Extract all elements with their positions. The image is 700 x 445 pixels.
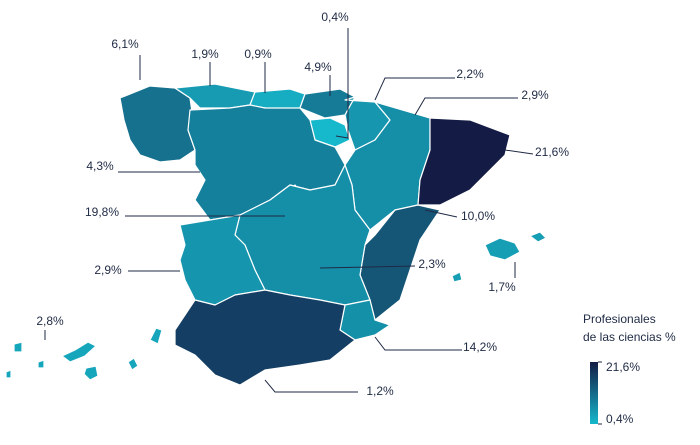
labels: 6,1% 1,9% 0,9% 4,9% 0,4% 2,2% 2,9% 21,6% 4,3% 19,… [36,10,569,398]
regions [5,83,547,386]
value-label: 2,2% [456,67,484,81]
value-label: 2,8% [36,314,64,328]
leader-line [319,265,416,269]
region [299,88,356,119]
value-label: 21,6% [535,145,569,159]
value-label: 4,3% [86,159,114,173]
legend-title: de las ciencias % [583,330,676,344]
region [119,85,196,163]
leader-line [374,77,455,101]
value-label: 1,2% [366,384,394,398]
legend-gradient [590,362,598,424]
value-label: 2,3% [418,257,446,271]
value-label: 0,9% [244,47,272,61]
region [451,231,547,283]
legend-tick-label: 21,6% [606,360,640,374]
region [5,327,163,381]
leader-line [414,97,518,116]
value-label: 2,9% [94,263,122,277]
value-label: 1,7% [488,280,516,294]
legend-tick-label: 0,4% [606,412,634,426]
value-label: 2,9% [521,88,549,102]
value-label: 14,2% [463,340,497,354]
leader-line [264,379,358,393]
value-label: 4,9% [304,60,332,74]
value-label: 19,8% [85,205,119,219]
leader-line [374,336,462,351]
value-label: 1,9% [191,47,219,61]
value-label: 0,4% [321,10,349,24]
region [417,117,511,206]
leader-line [335,28,349,139]
value-label: 10,0% [461,209,495,223]
leader-line [504,149,534,155]
value-label: 6,1% [111,37,139,51]
legend-title: Profesionales [583,312,656,326]
region [359,204,441,321]
region [174,289,356,386]
leader-line [424,209,458,218]
